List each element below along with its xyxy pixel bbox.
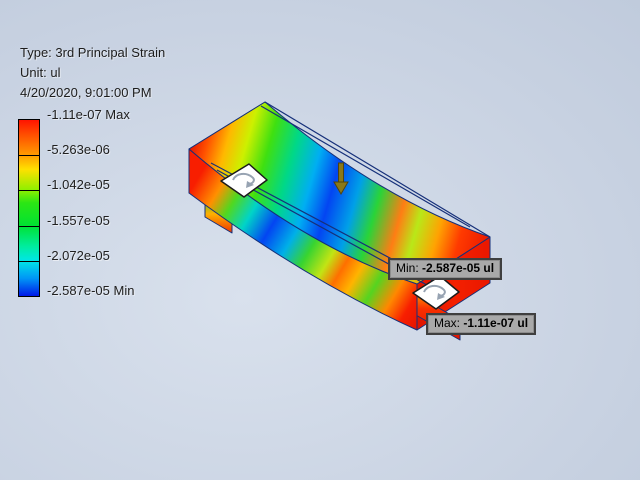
result-unit-label: Unit: ul: [20, 65, 61, 80]
fixed-constraint-icon-right[interactable]: [412, 275, 460, 310]
result-header: Type: 3rd Principal Strain Unit: ul 4/20…: [20, 43, 165, 103]
model-top-face[interactable]: [188, 101, 491, 285]
min-probe-label[interactable]: Min: -2.587e-05 ul: [388, 258, 503, 280]
legend-label-max: -1.11e-07 Max: [47, 107, 130, 122]
wireframe-line: [260, 105, 471, 228]
min-probe-prefix: Min:: [396, 261, 419, 275]
legend-separator: [19, 190, 39, 192]
max-probe-label[interactable]: Max: -1.11e-07 ul: [426, 313, 537, 335]
legend-label: -5.263e-06: [47, 142, 110, 158]
min-probe-value: -2.587e-05 ul: [422, 261, 495, 275]
max-probe-value: -1.11e-07 ul: [463, 316, 529, 330]
fixed-constraint-icon-left[interactable]: [220, 163, 268, 198]
legend-label: -2.072e-05: [47, 247, 110, 263]
result-timestamp: 4/20/2020, 9:01:00 PM: [20, 85, 152, 100]
result-type-label: Type: 3rd Principal Strain: [20, 45, 166, 60]
load-arrow-icon[interactable]: [333, 162, 349, 195]
legend-separator: [19, 260, 39, 262]
legend-separator: [19, 155, 39, 157]
legend-label: -1.557e-05: [47, 212, 110, 228]
wireframe-line: [264, 101, 491, 238]
max-probe-prefix: Max:: [434, 316, 461, 330]
legend-color-bar: [18, 119, 40, 297]
legend-label: -1.042e-05: [47, 177, 110, 193]
legend-separator: [19, 225, 39, 227]
legend-label-min: -2.587e-05 Min: [47, 283, 135, 298]
